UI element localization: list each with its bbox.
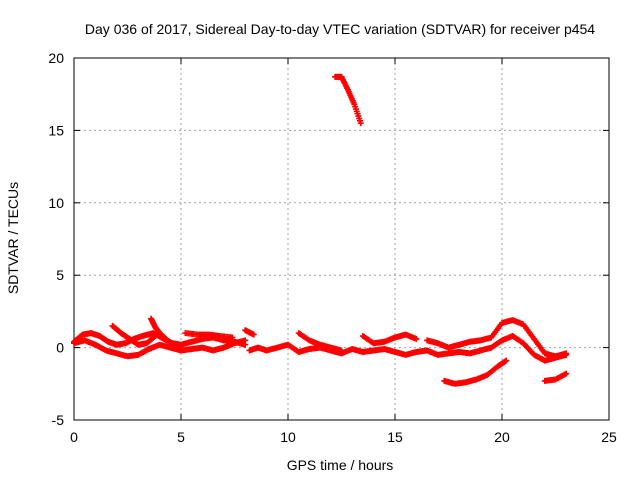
x-tick-label: 20 (494, 429, 510, 445)
series-arc-4 (148, 315, 170, 342)
grid-lines (74, 58, 609, 420)
series-arc-11 (424, 317, 570, 360)
data-point (413, 335, 420, 342)
data-point (242, 337, 249, 344)
x-tick-label: 25 (601, 429, 617, 445)
data-point (503, 357, 510, 364)
x-axis-label: GPS time / hours (287, 457, 394, 473)
data-point (563, 370, 570, 377)
series-arc-2 (71, 337, 249, 360)
data-point (163, 335, 170, 342)
x-tick-label: 5 (177, 429, 185, 445)
series-arc-13 (541, 370, 570, 384)
data-point (357, 120, 364, 127)
x-tick-label: 15 (387, 429, 403, 445)
plot-frame (73, 57, 610, 421)
series-arc-5 (182, 330, 236, 341)
data-point (563, 350, 570, 357)
data-point (338, 347, 345, 354)
series-arc-10 (359, 331, 420, 347)
y-tick-label: 20 (48, 50, 64, 66)
series-arc-8 (295, 330, 345, 354)
data-point (151, 333, 158, 340)
y-tick-label: 0 (56, 340, 64, 356)
y-tick-label: -5 (52, 412, 65, 428)
series-arc-6 (242, 327, 257, 338)
data-points (71, 73, 570, 387)
x-tick-label: 10 (280, 429, 296, 445)
y-tick-label: 10 (48, 195, 64, 211)
y-axis-label: SDTVAR / TECUs (5, 182, 21, 294)
data-point (229, 334, 236, 341)
data-point (250, 331, 257, 338)
series-arc-3 (109, 322, 159, 348)
axis-ticks: 0 5 10 15 20 25 -5 0 5 10 15 20 (48, 50, 617, 445)
series-arc-12 (441, 357, 510, 387)
y-tick-label: 15 (48, 122, 64, 138)
series-arc-7 (246, 333, 570, 364)
y-tick-label: 5 (56, 267, 64, 283)
data-point (152, 333, 159, 340)
chart-title: Day 036 of 2017, Sidereal Day-to-day VTE… (85, 21, 595, 37)
x-tick-label: 0 (70, 429, 78, 445)
series-arc-9 (332, 73, 364, 127)
